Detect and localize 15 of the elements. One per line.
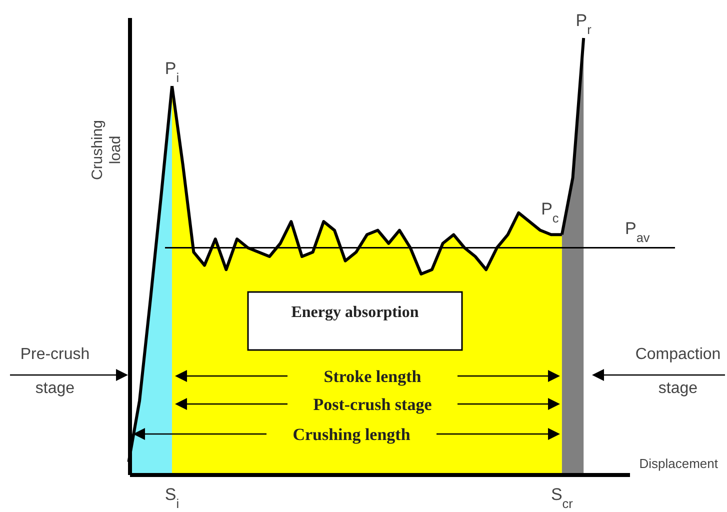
annotation: Post-crush stage (313, 395, 432, 414)
text: Compaction stage (635, 346, 721, 397)
x-tick-label: S$_{i}$ (164, 485, 180, 510)
y-axis-title: Crushing load (89, 120, 124, 180)
ref-line-label: P$_{av}$ (625, 218, 650, 244)
annotation: P$_{r}$ (576, 11, 592, 36)
annotation: Energy absorption (291, 304, 419, 321)
x-tick-label: S$_{cr}$ (550, 485, 574, 510)
annotation: P$_{c}$ (541, 200, 560, 226)
text-box: Energy absorption (247, 291, 463, 351)
annotation: Stroke length (324, 367, 422, 386)
x-axis-title: Displacement (639, 456, 718, 471)
text: Pre-crush stage (20, 346, 90, 397)
annotation: Crushing length (292, 425, 411, 444)
annotation: P$_{i}$ (164, 59, 180, 85)
